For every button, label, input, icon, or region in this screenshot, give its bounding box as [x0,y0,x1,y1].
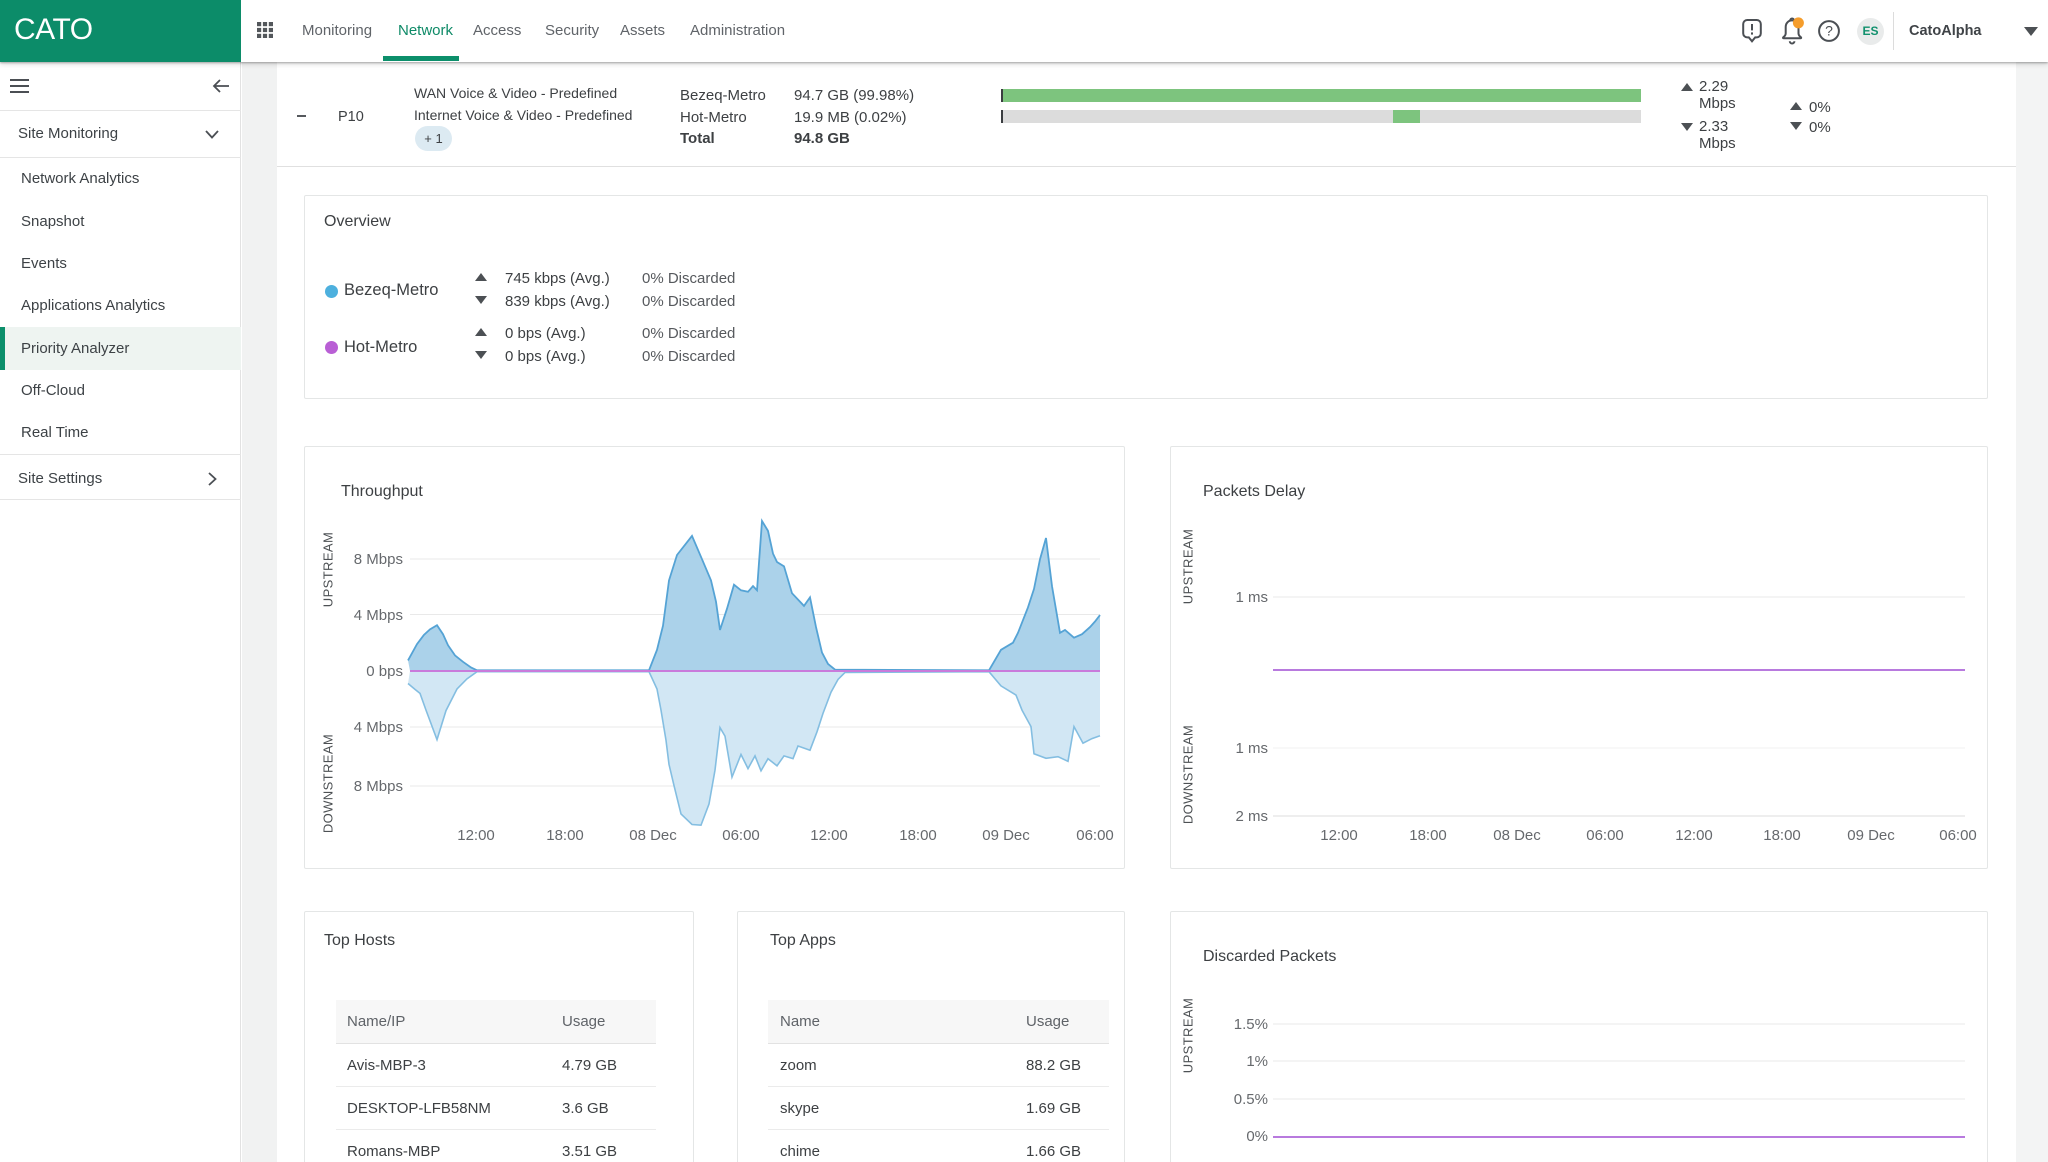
svg-text:?: ? [1825,23,1833,39]
